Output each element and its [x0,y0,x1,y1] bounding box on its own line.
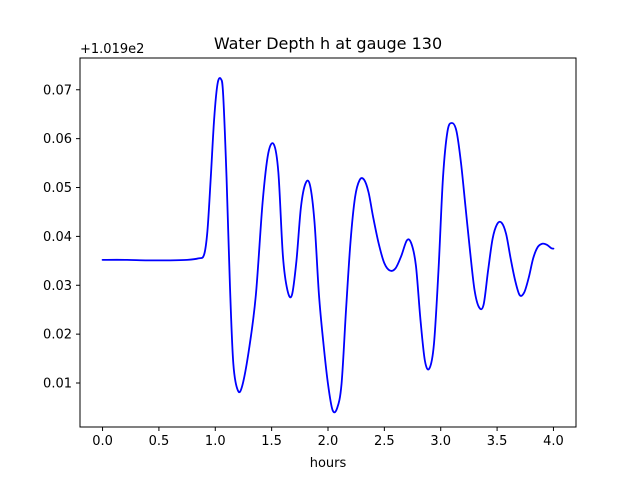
plot-area [101,77,555,414]
x-tick-label: 1.5 [261,434,282,449]
series-line [101,77,555,414]
x-tick-label: 2.0 [318,434,339,449]
y-tick-label: 0.04 [43,230,72,245]
x-tick-label: 2.5 [374,434,395,449]
x-tick-label: 0.5 [149,434,170,449]
chart-title: Water Depth h at gauge 130 [214,34,442,53]
y-tick-label: 0.03 [43,279,72,294]
x-axis: 0.0 0.5 1.0 1.5 2.0 2.5 3.0 3.5 4.0 [92,427,564,449]
x-axis-label: hours [310,456,347,471]
x-tick-label: 3.0 [430,434,451,449]
y-tick-label: 0.07 [43,83,72,98]
x-tick-label: 3.5 [487,434,508,449]
y-axis: 0.01 0.02 0.03 0.04 0.05 0.06 0.07 [43,83,80,392]
y-tick-label: 0.01 [43,377,72,392]
x-tick-label: 0.0 [92,434,113,449]
y-tick-label: 0.06 [43,132,72,147]
y-offset-label: +1.019e2 [80,42,144,57]
y-tick-label: 0.02 [43,328,72,343]
y-tick-label: 0.05 [43,181,72,196]
x-tick-label: 1.0 [205,434,226,449]
x-tick-label: 4.0 [543,434,564,449]
